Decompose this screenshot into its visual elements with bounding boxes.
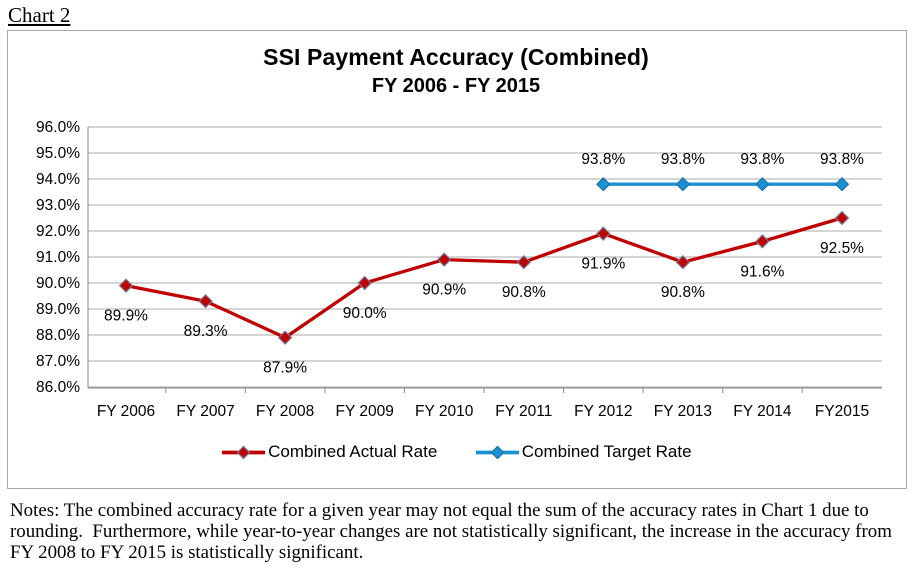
svg-text:90.0%: 90.0%	[36, 275, 80, 292]
svg-text:94.0%: 94.0%	[36, 171, 80, 188]
svg-text:95.0%: 95.0%	[36, 145, 80, 162]
svg-text:89.9%: 89.9%	[104, 308, 148, 325]
svg-text:93.8%: 93.8%	[820, 151, 864, 168]
svg-text:FY2015: FY2015	[815, 403, 869, 420]
svg-text:92.0%: 92.0%	[36, 223, 80, 240]
svg-text:87.0%: 87.0%	[36, 353, 80, 370]
svg-text:93.8%: 93.8%	[740, 151, 784, 168]
svg-text:FY 2009: FY 2009	[336, 403, 394, 420]
svg-text:FY 2012: FY 2012	[574, 403, 632, 420]
svg-text:88.0%: 88.0%	[36, 327, 80, 344]
svg-text:FY 2014: FY 2014	[733, 403, 792, 420]
svg-text:90.9%: 90.9%	[422, 282, 466, 299]
svg-text:90.8%: 90.8%	[661, 284, 705, 301]
svg-text:93.0%: 93.0%	[36, 197, 80, 214]
svg-text:90.0%: 90.0%	[343, 305, 387, 322]
svg-text:91.6%: 91.6%	[740, 263, 784, 280]
svg-text:FY 2007: FY 2007	[176, 403, 234, 420]
svg-text:FY 2013: FY 2013	[654, 403, 712, 420]
svg-text:89.3%: 89.3%	[184, 323, 228, 340]
svg-text:96.0%: 96.0%	[36, 119, 80, 136]
svg-text:93.8%: 93.8%	[661, 151, 705, 168]
svg-text:92.5%: 92.5%	[820, 240, 864, 257]
svg-text:90.8%: 90.8%	[502, 284, 546, 301]
svg-text:FY 2008: FY 2008	[256, 403, 314, 420]
svg-text:91.9%: 91.9%	[581, 256, 625, 273]
svg-text:FY 2010: FY 2010	[415, 403, 474, 420]
svg-text:87.9%: 87.9%	[263, 360, 307, 377]
svg-text:93.8%: 93.8%	[581, 151, 625, 168]
svg-text:86.0%: 86.0%	[36, 379, 80, 396]
svg-text:89.0%: 89.0%	[36, 301, 80, 318]
svg-text:FY 2011: FY 2011	[495, 403, 552, 420]
svg-text:91.0%: 91.0%	[36, 249, 80, 266]
svg-text:FY 2006: FY 2006	[97, 403, 155, 420]
